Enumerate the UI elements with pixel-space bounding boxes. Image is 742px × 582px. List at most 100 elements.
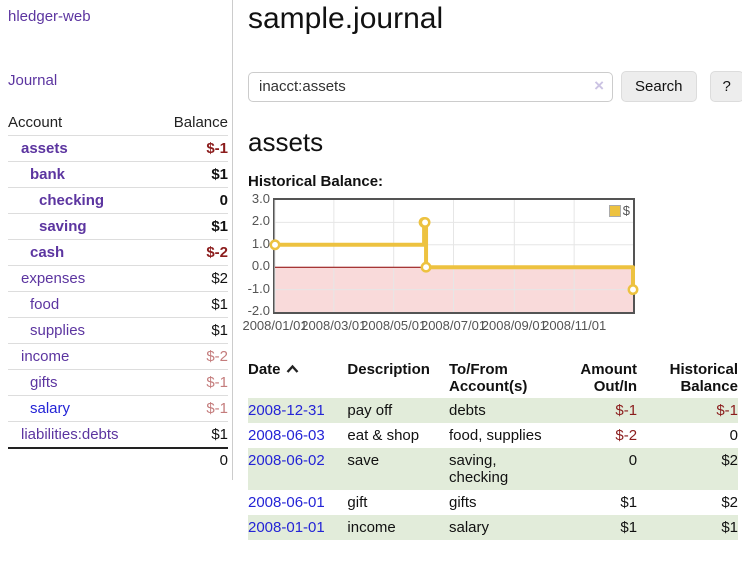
y-axis-tick-label: 2.0 <box>251 213 270 229</box>
legend-series-swatch <box>608 204 621 217</box>
account-link[interactable]: supplies <box>30 322 86 339</box>
account-row: supplies $1 <box>8 317 228 344</box>
account-balance: $-1 <box>155 395 228 422</box>
account-link[interactable]: food <box>30 296 60 313</box>
accounts-total-row: 0 <box>8 447 228 472</box>
transaction-balance: $2 <box>721 452 738 469</box>
account-row: food $1 <box>8 291 228 318</box>
transaction-row: 2008-06-01 gift gifts $1 $2 <box>248 490 738 515</box>
account-balance: $1 <box>155 161 228 188</box>
app-brand-link[interactable]: hledger-web <box>8 8 91 25</box>
search-box: × <box>248 71 613 102</box>
accounts-header-account: Account <box>8 114 63 131</box>
chart-x-axis-labels: 2008/01/01 2008/03/01 2008/05/01 2008/07/01… <box>242 318 635 334</box>
chart-plot-area[interactable]: $ <box>269 198 639 314</box>
transaction-description: eat & shop <box>347 427 420 444</box>
x-axis-tick-label: 2008/05/01 <box>361 318 427 333</box>
account-link[interactable]: saving <box>39 218 87 235</box>
account-balance: $1 <box>155 291 228 318</box>
account-row: bank $1 <box>8 161 228 188</box>
transaction-row: 2008-01-01 income salary $1 $1 <box>248 515 738 540</box>
transaction-description: pay off <box>347 402 393 419</box>
sidebar-nav: Journal <box>8 72 228 90</box>
accounts-header-balance: Balance <box>173 114 228 131</box>
chart-title: Historical Balance: <box>248 173 384 190</box>
transaction-accounts: saving, checking <box>449 452 509 486</box>
y-axis-tick-label: 1.0 <box>251 235 270 251</box>
transaction-amount: $-2 <box>615 427 638 444</box>
account-link[interactable]: income <box>21 348 70 365</box>
transaction-amount: $-1 <box>615 402 638 419</box>
column-header-description: Description <box>347 361 430 378</box>
account-balance: $-2 <box>155 343 228 370</box>
account-balance: $2 <box>155 265 228 292</box>
account-link[interactable]: gifts <box>30 374 58 391</box>
chart-legend: $ <box>608 203 630 218</box>
transaction-balance: $2 <box>721 494 738 511</box>
account-link[interactable]: salary <box>30 400 71 417</box>
account-row: expenses $2 <box>8 265 228 292</box>
transaction-date-link[interactable]: 2008-01-01 <box>248 519 325 536</box>
transaction-accounts: debts <box>449 402 486 419</box>
search-button[interactable]: Search <box>621 71 697 102</box>
transaction-amount: $1 <box>620 494 638 511</box>
account-heading: assets <box>248 127 324 157</box>
account-row: salary $-1 <box>8 395 228 422</box>
column-header-date[interactable]: Date <box>248 358 339 398</box>
transaction-amount: $1 <box>620 519 638 536</box>
account-balance: $1 <box>155 213 228 240</box>
search-form: × Search ? <box>248 71 742 102</box>
transaction-accounts: salary <box>449 519 490 536</box>
transaction-date-link[interactable]: 2008-06-01 <box>248 494 325 511</box>
account-row: checking 0 <box>8 187 228 214</box>
clear-search-icon[interactable]: × <box>594 75 604 95</box>
account-row: saving $1 <box>8 213 228 240</box>
account-link[interactable]: liabilities:debts <box>21 426 119 443</box>
app: hledger-web Journal Account Balance asse… <box>8 0 742 540</box>
y-axis-tick-label: 0.0 <box>251 258 270 274</box>
y-axis-tick-label: 3.0 <box>251 191 270 206</box>
nav-journal-link[interactable]: Journal <box>8 72 58 89</box>
column-header-accounts: To/From Account(s) <box>449 361 528 395</box>
transaction-description: income <box>347 519 396 536</box>
transaction-balance: $-1 <box>716 402 738 419</box>
transaction-amount: 0 <box>628 452 638 469</box>
x-axis-tick-label: 2008/07/01 <box>420 318 487 333</box>
transaction-date-link[interactable]: 2008-06-02 <box>248 452 325 469</box>
chart-y-axis-labels: 3.0 2.0 1.0 0.0 -1.0 -2.0 <box>248 191 270 318</box>
transaction-description: gift <box>347 494 368 511</box>
sort-ascending-icon <box>286 361 299 378</box>
search-input[interactable] <box>248 71 613 102</box>
account-balance: 0 <box>155 187 228 214</box>
account-balance: $1 <box>155 421 228 448</box>
transaction-date-link[interactable]: 2008-06-03 <box>248 427 325 444</box>
account-link[interactable]: assets <box>21 140 68 157</box>
column-header-amount: Amount Out/In <box>580 361 638 395</box>
historical-balance-chart: 3.0 2.0 1.0 0.0 -1.0 -2.0 $ 2008/01/01 2008/03… <box>242 191 668 338</box>
transaction-balance: $1 <box>721 519 738 536</box>
account-link[interactable]: expenses <box>21 270 86 287</box>
transaction-date-link[interactable]: 2008-12-31 <box>248 402 325 419</box>
transaction-description: save <box>347 452 380 469</box>
account-link[interactable]: checking <box>39 192 105 209</box>
transaction-row: 2008-06-02 save saving, checking 0 $2 <box>248 448 738 490</box>
x-axis-tick-label: 2008/01/01 <box>242 318 308 333</box>
register-table: Date Description To/From Account(s) Amou… <box>248 358 738 540</box>
account-row: liabilities:debts $1 <box>8 421 228 448</box>
accounts-balance-table: Account Balance assets $-1 bank $1 check… <box>8 111 228 472</box>
help-button[interactable]: ? <box>709 71 742 102</box>
account-balance: $-2 <box>155 239 228 266</box>
register-header-row: Date Description To/From Account(s) Amou… <box>248 358 738 398</box>
account-balance: $-1 <box>155 369 228 396</box>
transaction-row: 2008-12-31 pay off debts $-1 $-1 <box>248 398 738 423</box>
account-link[interactable]: cash <box>30 244 65 261</box>
transaction-accounts: gifts <box>449 494 477 511</box>
page-title: sample.journal <box>248 2 444 35</box>
accounts-total-value: 0 <box>155 447 228 472</box>
column-header-balance: Historical Balance <box>669 361 738 395</box>
y-axis-tick-label: -2.0 <box>247 303 270 318</box>
account-balance: $1 <box>155 317 228 344</box>
account-link[interactable]: bank <box>30 166 66 183</box>
account-row: assets $-1 <box>8 135 228 162</box>
account-row: cash $-2 <box>8 239 228 266</box>
